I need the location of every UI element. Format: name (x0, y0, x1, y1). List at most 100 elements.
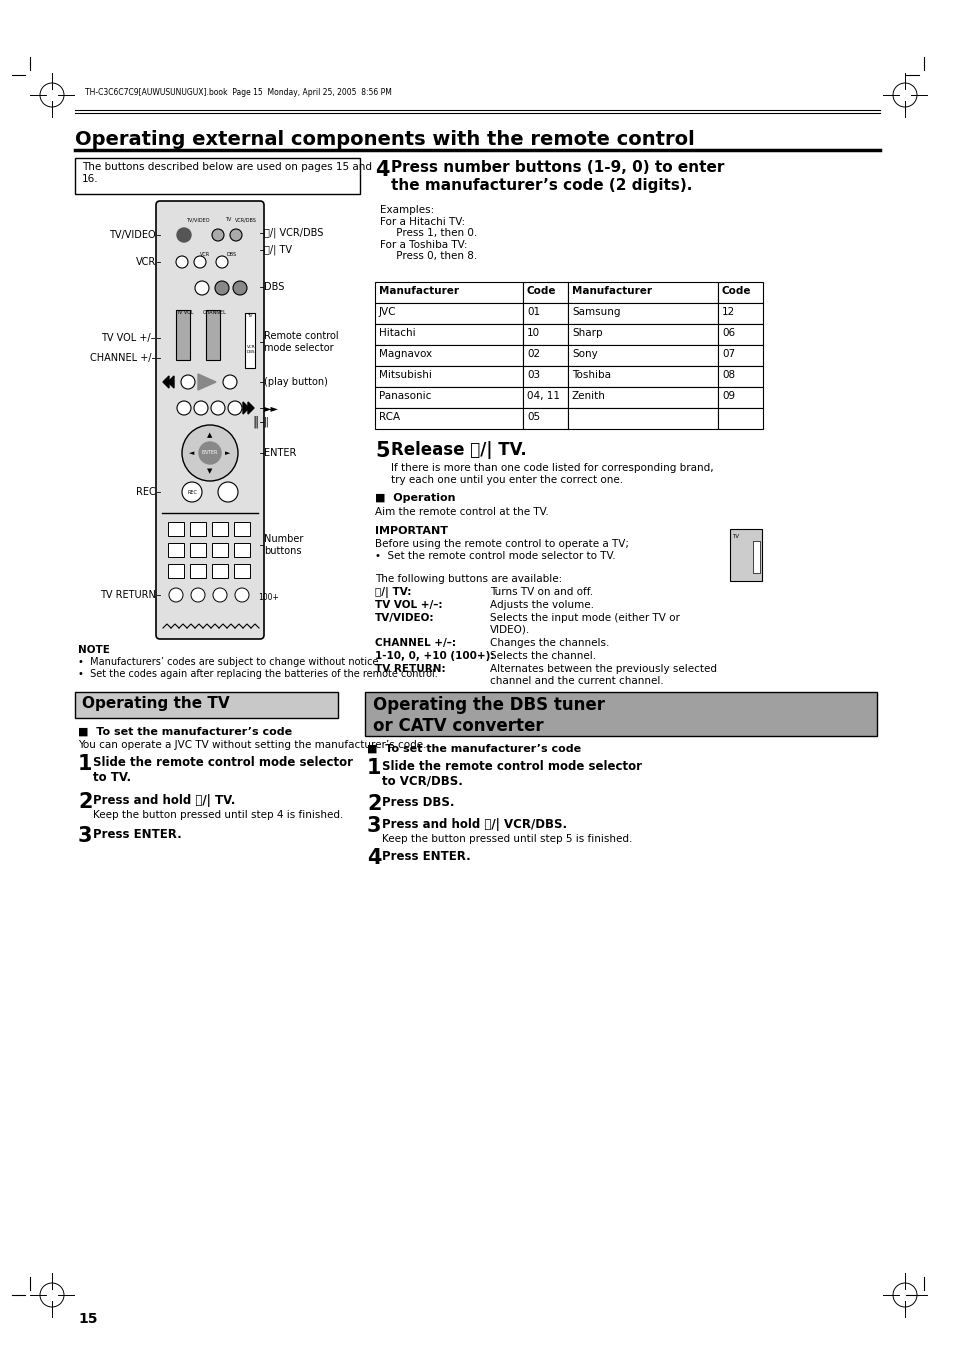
Text: TV: TV (225, 218, 231, 222)
Bar (522, 408, 567, 430)
Text: Press DBS.: Press DBS. (381, 796, 454, 809)
Bar (206, 309, 220, 359)
Text: TV/VIDEO: TV/VIDEO (110, 230, 156, 240)
Text: Examples:
For a Hitachi TV:
     Press 1, then 0.
For a Toshiba TV:
     Press 0: Examples: For a Hitachi TV: Press 1, the… (379, 205, 476, 261)
Text: ‖: ‖ (264, 416, 269, 427)
Text: Changes the channels.: Changes the channels. (490, 638, 609, 648)
Text: 3: 3 (367, 816, 381, 836)
Bar (522, 303, 567, 324)
Text: 5: 5 (375, 440, 389, 461)
Text: Toshiba: Toshiba (572, 370, 610, 380)
Text: 09: 09 (721, 390, 735, 401)
Circle shape (199, 442, 221, 463)
Bar (75, 158, 359, 195)
Text: 08: 08 (721, 370, 735, 380)
Bar (567, 386, 718, 408)
Circle shape (175, 255, 188, 267)
Bar (233, 563, 250, 578)
Text: Code: Code (526, 286, 556, 296)
Circle shape (233, 281, 247, 295)
Circle shape (212, 230, 224, 240)
Text: Press ENTER.: Press ENTER. (92, 828, 182, 842)
Text: 1: 1 (78, 754, 92, 774)
Bar (190, 543, 206, 557)
Text: Turns TV on and off.: Turns TV on and off. (490, 586, 593, 597)
Circle shape (182, 482, 202, 503)
Bar (375, 303, 522, 324)
Text: Selects the input mode (either TV or: Selects the input mode (either TV or (490, 613, 679, 623)
Bar (718, 282, 762, 303)
Text: channel and the current channel.: channel and the current channel. (490, 676, 663, 686)
Bar (212, 521, 228, 536)
Text: Release ⏻/| TV.: Release ⏻/| TV. (391, 440, 526, 459)
Bar (233, 521, 250, 536)
Bar (567, 366, 718, 386)
Text: Number
buttons: Number buttons (264, 534, 303, 555)
Text: ENTER: ENTER (202, 450, 218, 455)
Bar (75, 692, 337, 717)
Bar (567, 324, 718, 345)
Text: Slide the remote control mode selector
to VCR/DBS.: Slide the remote control mode selector t… (381, 761, 641, 788)
Text: JVC: JVC (378, 307, 396, 317)
Text: 4: 4 (367, 848, 381, 867)
Text: Sony: Sony (572, 349, 598, 359)
Circle shape (223, 376, 236, 389)
Bar (718, 345, 762, 366)
Text: Zenith: Zenith (572, 390, 605, 401)
Text: Keep the button pressed until step 4 is finished.: Keep the button pressed until step 4 is … (92, 811, 343, 820)
Text: Operating the DBS tuner
or CATV converter: Operating the DBS tuner or CATV converte… (373, 696, 604, 735)
Text: TV: TV (247, 313, 253, 317)
Polygon shape (198, 374, 215, 390)
Text: ►: ► (225, 450, 231, 457)
Text: 03: 03 (526, 370, 539, 380)
Bar (718, 408, 762, 430)
Polygon shape (248, 403, 253, 413)
Bar (233, 543, 250, 557)
Text: CHANNEL: CHANNEL (203, 309, 227, 315)
Bar (375, 282, 522, 303)
Text: 2: 2 (367, 794, 381, 815)
Text: ■  Operation: ■ Operation (375, 493, 455, 503)
Text: REC: REC (187, 489, 196, 494)
Text: 4: 4 (375, 159, 389, 180)
Text: 01: 01 (526, 307, 539, 317)
Bar (175, 309, 190, 359)
Text: TV VOL: TV VOL (176, 309, 193, 315)
Bar (567, 303, 718, 324)
Text: Manufacturer: Manufacturer (572, 286, 651, 296)
Text: Press and hold ⏻/| TV.: Press and hold ⏻/| TV. (92, 794, 235, 807)
Text: Mitsubishi: Mitsubishi (378, 370, 432, 380)
Text: RCA: RCA (378, 412, 399, 422)
Text: Manufacturer: Manufacturer (378, 286, 458, 296)
Text: Adjusts the volume.: Adjusts the volume. (490, 600, 594, 611)
Text: 06: 06 (721, 328, 735, 338)
Text: ▼: ▼ (207, 467, 213, 474)
Text: ⏻/| VCR/DBS: ⏻/| VCR/DBS (264, 228, 323, 238)
Bar (375, 408, 522, 430)
Text: Selects the channel.: Selects the channel. (490, 651, 596, 661)
Text: Before using the remote control to operate a TV;
•  Set the remote control mode : Before using the remote control to opera… (375, 539, 628, 561)
Text: TH-C3C6C7C9[AUWUSUNUGUX].book  Page 15  Monday, April 25, 2005  8:56 PM: TH-C3C6C7C9[AUWUSUNUGUX].book Page 15 Mo… (85, 88, 392, 97)
Text: TV VOL +/–:: TV VOL +/–: (375, 600, 442, 611)
Bar (567, 345, 718, 366)
Bar (365, 692, 876, 736)
Bar (180, 403, 188, 413)
FancyBboxPatch shape (156, 201, 264, 639)
Text: Press and hold ⏻/| VCR/DBS.: Press and hold ⏻/| VCR/DBS. (381, 817, 566, 831)
Polygon shape (163, 376, 169, 388)
Text: VCR/
DBS: VCR/ DBS (247, 345, 256, 354)
Text: 07: 07 (721, 349, 735, 359)
Text: VCR: VCR (135, 257, 156, 267)
Text: 2: 2 (78, 792, 92, 812)
Text: TV RETURN:: TV RETURN: (375, 663, 445, 674)
Text: Press number buttons (1-9, 0) to enter: Press number buttons (1-9, 0) to enter (391, 159, 723, 176)
Bar (752, 540, 760, 573)
Text: ■  To set the manufacturer’s code: ■ To set the manufacturer’s code (78, 727, 292, 738)
Circle shape (230, 230, 242, 240)
Text: •  Set the codes again after replacing the batteries of the remote control.: • Set the codes again after replacing th… (78, 669, 437, 680)
Bar (245, 313, 254, 367)
Text: 1: 1 (367, 758, 381, 778)
Bar (718, 386, 762, 408)
Text: 3: 3 (78, 825, 92, 846)
Circle shape (215, 255, 228, 267)
